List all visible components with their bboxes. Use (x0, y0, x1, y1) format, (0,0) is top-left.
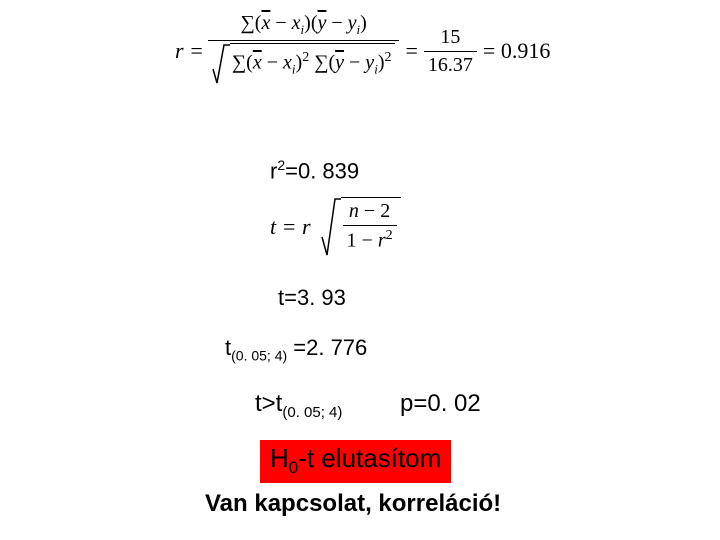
formula-r: r = ∑(x − xi)(y − yi) ∑(x − xi)2 ∑(y − y… (175, 10, 550, 92)
tcrit-sub: (0. 05; 4) (231, 347, 287, 363)
compare-line: t>t(0. 05; 4) (255, 390, 342, 421)
reject-sub: 0 (289, 458, 298, 477)
r-lhs: r = (175, 38, 204, 64)
r-fraction-2: 15 16.37 (424, 24, 477, 79)
r-result: = 0.916 (483, 38, 550, 64)
compare-sub: (0. 05; 4) (282, 404, 342, 421)
r-fraction-main: ∑(x − xi)(y − yi) ∑(x − xi)2 ∑(y − yi)2 (208, 10, 400, 92)
t-value-line: t=3. 93 (278, 285, 346, 311)
reject-h: H (270, 443, 289, 473)
tcrit-val: =2. 776 (287, 335, 367, 360)
conclusion-text: Van kapcsolat, korreláció! (205, 490, 501, 518)
r2-sup: 2 (277, 157, 285, 173)
p-value-line: p=0. 02 (400, 390, 481, 418)
reject-h0-box: H0-t elutasítom (260, 440, 451, 483)
slide: r = ∑(x − xi)(y − yi) ∑(x − xi)2 ∑(y − y… (0, 0, 720, 540)
r2-value: =0. 839 (285, 158, 359, 183)
t-lhs: t = r (270, 214, 311, 240)
r-eq2: = (405, 38, 417, 64)
t-value-text: t=3. 93 (278, 285, 346, 310)
compare-t: t>t (255, 390, 282, 417)
t-critical-line: t(0. 05; 4) =2. 776 (225, 335, 367, 363)
r-squared-line: r2=0. 839 (270, 157, 359, 184)
formula-t: t = r n − 2 1 − r2 (270, 197, 401, 257)
reject-rest: -t elutasítom (298, 443, 441, 473)
